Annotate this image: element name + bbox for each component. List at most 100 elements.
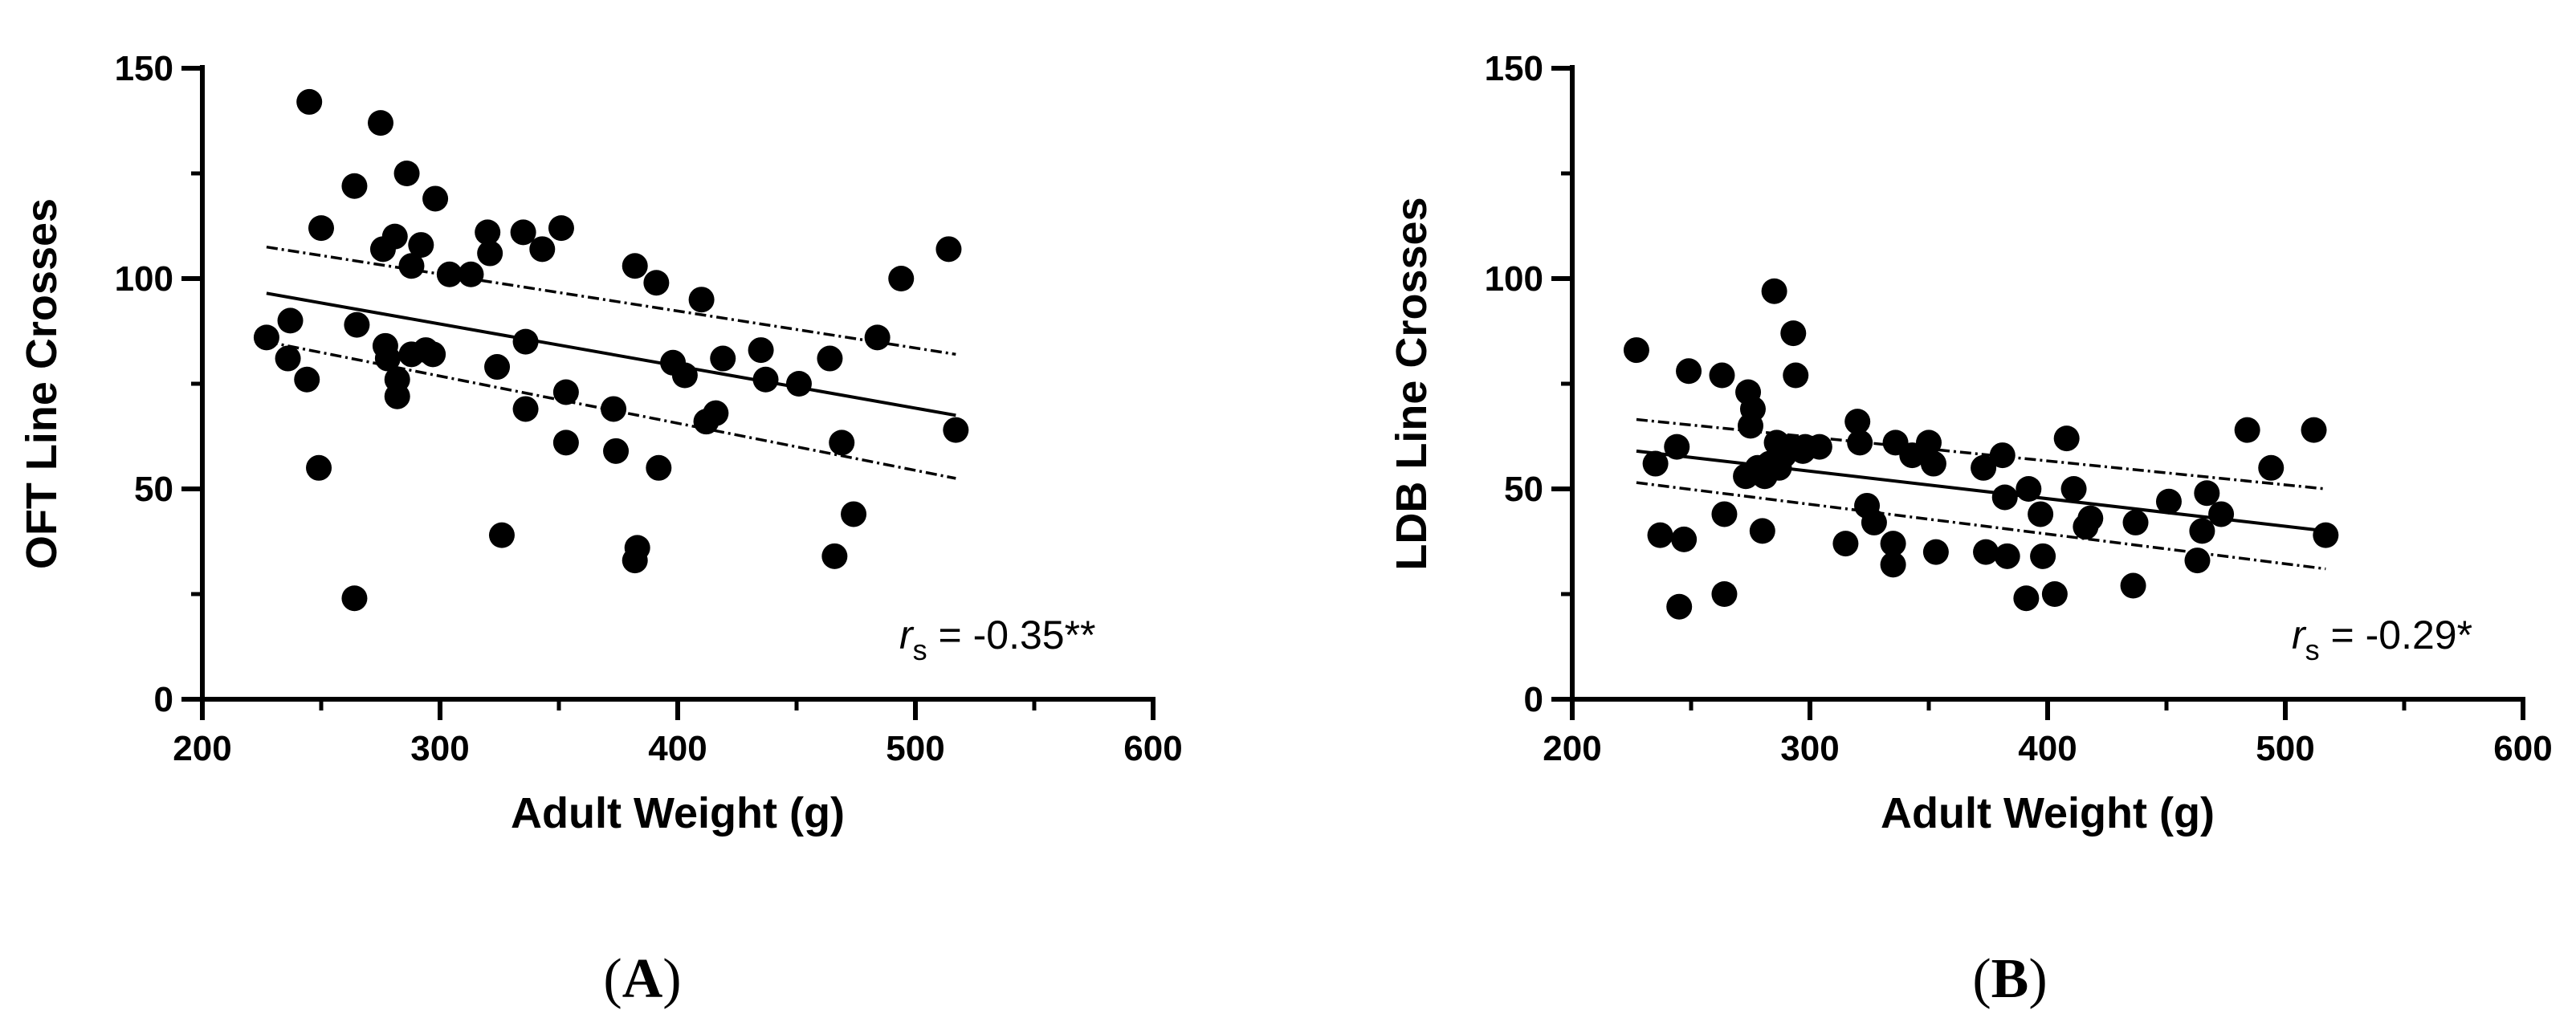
data-point (710, 345, 736, 372)
data-point (1711, 581, 1738, 607)
data-point (484, 354, 511, 381)
y-tick-label: 100 (1485, 259, 1543, 299)
x-tick-label: 200 (1543, 729, 1601, 768)
x-tick-label: 500 (886, 729, 944, 768)
correlation-annotation: rs = -0.29* (2292, 613, 2472, 666)
data-point (829, 430, 855, 456)
data-point (752, 366, 779, 393)
data-point (1991, 484, 2018, 511)
data-point (1971, 454, 1997, 481)
data-point (2234, 417, 2260, 443)
data-point (1861, 509, 1887, 535)
data-point (510, 219, 536, 246)
data-point (817, 345, 843, 372)
y-tick-label: 150 (1485, 49, 1543, 88)
data-point (1880, 531, 1906, 557)
data-point (1671, 526, 1698, 552)
data-point (1783, 362, 1809, 389)
data-point (864, 324, 891, 351)
data-point (306, 454, 332, 481)
data-point (308, 215, 334, 242)
annotation-value: = -0.35** (927, 613, 1096, 657)
data-point (1676, 358, 1702, 385)
data-point (2122, 509, 2149, 535)
data-point (2030, 543, 2056, 569)
correlation-annotation: rs = -0.35** (899, 613, 1096, 666)
data-point (1711, 501, 1738, 527)
panel-label: (B) (1972, 948, 2047, 1010)
x-tick-labels: 200 300 400 500 600 (173, 729, 1182, 768)
data-point (294, 366, 320, 393)
y-tick-label: 0 (154, 680, 173, 719)
y-tick-label: 50 (1504, 470, 1543, 509)
data-point (1664, 434, 1690, 460)
data-point (2013, 585, 2040, 612)
x-tick-label: 300 (410, 729, 469, 768)
data-point (341, 173, 368, 199)
data-point (2120, 572, 2146, 599)
y-tick-labels: 0 50 100 150 (1485, 49, 1543, 719)
scatter-points (253, 88, 969, 612)
y-tick-label: 100 (115, 259, 173, 299)
data-point (1880, 552, 1906, 578)
data-point (344, 311, 370, 338)
y-tick-label: 0 (1524, 680, 1543, 719)
data-point (1666, 593, 1693, 620)
data-point (1623, 337, 1649, 364)
data-point (2313, 522, 2339, 548)
data-point (1989, 442, 2016, 469)
data-point (2041, 581, 2068, 607)
data-point (1739, 396, 1766, 422)
annotation-value: = -0.29* (2320, 613, 2472, 657)
data-point (2208, 501, 2235, 527)
data-point (1709, 362, 1735, 389)
regression-lines (266, 245, 956, 480)
data-point (436, 261, 463, 287)
data-point (1832, 531, 1859, 557)
confidence-upper-line (1636, 417, 2326, 491)
data-point (935, 236, 962, 263)
data-point (408, 232, 434, 259)
axes (1551, 65, 2525, 720)
y-tick-label: 150 (115, 49, 173, 88)
data-point (398, 253, 425, 279)
x-tick-label: 400 (2018, 729, 2077, 768)
data-point (2053, 425, 2080, 452)
data-point (1973, 539, 1999, 565)
data-point (748, 337, 774, 364)
data-point (2194, 480, 2220, 507)
data-point (368, 110, 393, 136)
data-point (2258, 454, 2285, 481)
regression-fit-line (266, 291, 956, 417)
regression-lines (1636, 417, 2326, 571)
annotation-subscript: s (913, 633, 927, 666)
data-point (688, 287, 715, 313)
data-point (1780, 320, 1807, 347)
annotation-symbol: r (2292, 613, 2307, 657)
data-point (1844, 409, 1871, 435)
confidence-lower-line (1636, 481, 2326, 571)
data-point (384, 383, 410, 409)
data-point (420, 341, 446, 368)
data-point (1806, 434, 1832, 460)
axes (181, 65, 1156, 720)
y-axis-title: LDB Line Crosses (1388, 197, 1436, 570)
y-axis-title: OFT Line Crosses (18, 198, 66, 569)
x-tick-label: 600 (2493, 729, 2552, 768)
x-axis-title: Adult Weight (g) (1881, 789, 2215, 837)
data-point (643, 270, 670, 296)
data-point (943, 417, 969, 443)
confidence-lower-line (266, 340, 956, 480)
panel-letter: B (1991, 948, 2029, 1010)
x-tick-label: 200 (173, 729, 231, 768)
data-point (458, 261, 484, 287)
x-tick-label: 400 (648, 729, 707, 768)
panel-b: 200 300 400 500 600 0 50 100 150 Adult Weight (… (1388, 49, 2553, 1010)
data-point (393, 161, 420, 186)
confidence-upper-line (266, 245, 956, 356)
data-point (622, 253, 648, 279)
data-point (341, 585, 368, 612)
data-point (512, 328, 539, 355)
data-point (1994, 543, 2020, 569)
data-point (785, 371, 812, 397)
